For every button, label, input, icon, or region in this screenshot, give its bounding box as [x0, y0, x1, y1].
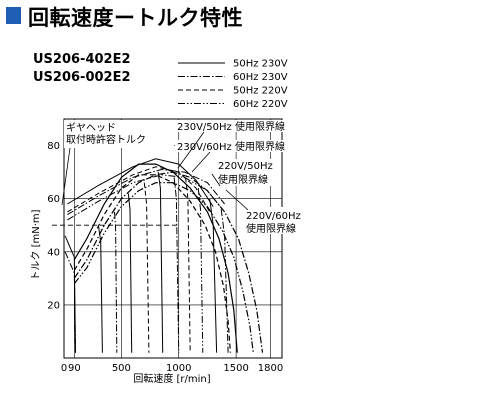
- annotation-leaders: [61, 131, 249, 211]
- x-axis-label: 回転速度 [r/min]: [133, 372, 210, 385]
- y-tick-label: 80: [47, 141, 60, 152]
- x-tick-label: 1500: [223, 363, 248, 374]
- x-tick-label: 1000: [166, 363, 191, 374]
- limit-line: [67, 168, 225, 216]
- y-axis-label: トルク [mN·m]: [30, 209, 42, 280]
- series-line: [73, 182, 254, 353]
- x-tick-label: 500: [112, 363, 131, 374]
- annotation-220v-60hz-2: 使用限界線: [246, 222, 296, 235]
- limit-line: [67, 158, 214, 207]
- chart-legend: 50Hz 230V 60Hz 230V 50Hz 220V 60Hz 220V: [178, 59, 288, 110]
- model-name-2: US206-002E2: [33, 70, 131, 85]
- y-tick-label: 60: [47, 194, 60, 205]
- limit-line: [67, 166, 211, 213]
- rated-speed-line: [114, 211, 118, 353]
- legend-label: 60Hz 220V: [233, 99, 288, 110]
- x-tick-label: 1800: [258, 363, 283, 374]
- model-name-1: US206-402E2: [33, 52, 131, 67]
- leader-line: [61, 147, 71, 206]
- annotation-220v-50hz-1: 220V/50Hz: [218, 161, 273, 172]
- leader-line: [177, 131, 205, 169]
- rated-speed-line: [197, 187, 204, 353]
- plot-frame: [63, 118, 283, 359]
- annotation-gear-1: ギヤヘッド: [66, 122, 116, 134]
- rated-speed-line: [64, 251, 76, 353]
- rated-speed-line: [173, 177, 180, 353]
- title-accent-bar: [6, 7, 21, 24]
- annotations: ギヤヘッド 取付時許容トルク 230V/50Hz 使用限界線 230V/60Hz…: [64, 120, 307, 235]
- annotation-230v-50hz: 230V/50Hz 使用限界線: [177, 120, 285, 133]
- legend-label: 50Hz 230V: [233, 59, 288, 70]
- rated-speed-line: [185, 177, 191, 353]
- leader-line: [191, 151, 211, 173]
- annotation-bg: [215, 159, 277, 186]
- rated-speed-line: [157, 172, 164, 353]
- chart-axes: 20 40 60 80 0 90 500 1000 1500 1800: [47, 118, 283, 374]
- leader-line: [211, 173, 221, 187]
- rated-speed-line: [64, 235, 76, 353]
- legend-label: 50Hz 220V: [233, 86, 288, 97]
- rated-speed-line: [209, 198, 218, 353]
- page-title: 回転速度ートルク特性: [28, 6, 243, 30]
- annotation-bg: [175, 120, 287, 132]
- annotation-220v-60hz-1: 220V/60Hz: [246, 211, 301, 222]
- gear-label-bg: [64, 120, 174, 148]
- series-line: [73, 171, 264, 353]
- leader-line: [225, 189, 249, 211]
- annotation-gear-2: 取付時許容トルク: [66, 133, 146, 146]
- rated-speed-line: [127, 193, 133, 353]
- chart-curves: [52, 158, 264, 353]
- rated-speed-line: [143, 182, 150, 353]
- y-tick-label: 40: [47, 247, 60, 258]
- limit-line: [67, 174, 223, 221]
- series-line: [73, 163, 238, 353]
- rated-speed-line: [97, 225, 103, 353]
- x-tick-label: 0: [61, 363, 67, 374]
- x-tick-label: 90: [68, 363, 81, 374]
- annotation-bg: [243, 207, 307, 234]
- annotation-bg: [175, 140, 287, 152]
- annotation-230v-60hz: 230V/60Hz 使用限界線: [177, 140, 285, 153]
- legend-label: 60Hz 230V: [233, 72, 288, 83]
- annotation-220v-50hz-2: 使用限界線: [218, 173, 268, 186]
- y-tick-label: 20: [47, 300, 60, 311]
